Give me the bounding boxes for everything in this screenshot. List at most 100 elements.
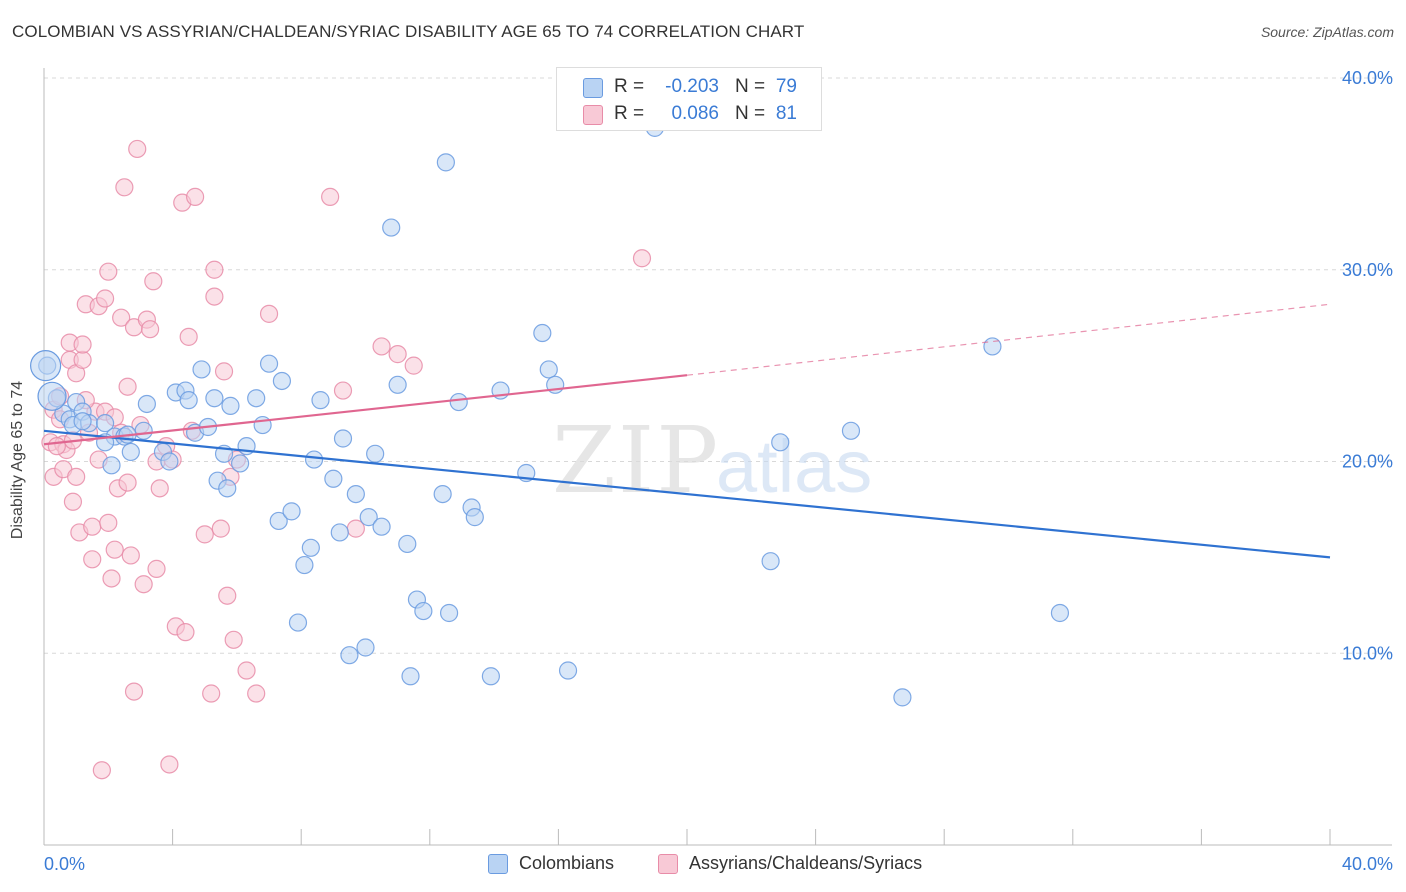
assyrians-point-69 [247,684,266,703]
colombians-point-59 [439,603,459,623]
assyrians-point-57 [186,187,205,206]
stats-swatch-colombians [583,78,603,98]
assyrians-point-24 [92,761,111,780]
assyrians-point-78 [47,437,66,456]
assyrians-point-12 [67,467,86,486]
colombians-point-40 [304,450,324,469]
colombians-point-14 [134,421,153,440]
colombians-point-41 [311,391,330,410]
watermark-zip: ZIP [552,407,720,514]
colombians-point-63 [481,667,500,686]
stats-r-value: -0.203 [665,76,719,97]
assyrians-point-60 [205,260,224,279]
colombians-point-52 [388,375,407,394]
chart-title: COLOMBIAN VS ASSYRIAN/CHALDEAN/SYRIAC DI… [12,22,805,41]
x-tick-label-max: 40.0% [1342,854,1393,874]
colombians-point-53 [398,534,417,554]
colombians-point-60 [449,392,468,412]
colombians-point-35 [269,511,288,531]
colombians-point-66 [533,323,552,343]
colombians-point-47 [356,638,375,657]
assyrians-point-16 [73,335,92,354]
assyrians-point-71 [321,187,340,206]
assyrians-point-68 [237,661,256,680]
colombians-point-33 [259,354,279,373]
y-axis-label: Disability Age 65 to 74 [9,380,26,540]
stats-box: R = -0.203 N = 79 R = 0.086 N = 81 [556,67,822,131]
assyrians-point-20 [83,550,102,569]
assyrians-point-70 [259,304,279,323]
assyrians-point-72 [333,381,353,400]
colombians-point-13 [121,442,140,462]
assyrians-point-45 [144,272,163,291]
colombians-point-43 [330,523,349,542]
assyrians-trend-extension [686,303,1331,376]
colombians-point-28 [221,396,240,415]
y-tick-label-2: 30.0% [1342,260,1393,280]
colombians-point-29 [231,454,250,473]
colombians-point-69 [558,661,578,680]
colombians-point-74 [893,688,912,707]
stats-n-value: 81 [775,103,797,124]
colombians-point-50 [372,517,391,536]
colombians-point-72 [771,433,790,452]
stats-n-label: N = [735,76,766,97]
colombians-point-62 [465,508,484,527]
colombians-point-36 [282,502,301,521]
colombians-point-37 [288,613,308,632]
colombians-point-34 [272,371,292,391]
stats-row-colombians: R = -0.203 N = 79 [557,75,821,101]
legend-swatch-colombians [488,854,508,874]
assyrians-point-19 [83,517,102,536]
assyrians-point-32 [112,308,131,327]
stats-r-label: R = [614,76,645,97]
colombians-point-76 [1050,603,1070,623]
stats-swatch-assyrians [583,105,603,125]
stats-row-assyrians: R = 0.086 N = 81 [557,102,821,128]
x-tick-label-min: 0.0% [44,854,85,874]
x-tick-labels: 0.0% 40.0% [44,854,1393,874]
assyrians-point-10 [63,492,83,511]
assyrians-point-63 [214,362,234,381]
colombians-point-39 [301,538,320,557]
assyrians-point-50 [160,755,179,774]
assyrians-point-37 [121,546,140,565]
y-tick-label-1: 20.0% [1342,452,1393,472]
legend: Colombians Assyrians/Chaldeans/Syriacs [0,852,1406,878]
assyrians-point-34 [115,178,134,197]
colombians-point-48 [359,508,378,527]
grid-lines [44,77,1392,654]
stats-r-label: R = [614,103,645,124]
legend-label-assyrians: Assyrians/Chaldeans/Syriacs [689,853,923,873]
colombians-point-38 [295,555,314,575]
assyrians-point-42 [134,575,153,594]
colombians-point-31 [247,389,266,408]
assyrians-point-75 [388,345,407,364]
colombians-point-46 [346,484,365,504]
assyrians-point-44 [140,320,160,339]
stats-r-value: 0.086 [671,103,719,124]
assyrians-point-40 [128,139,147,159]
assyrians-point-66 [224,630,243,649]
watermark-atlas: atlas [716,425,872,508]
assyrians-point-58 [195,525,214,544]
axes [43,68,1392,846]
watermark: ZIP atlas [552,407,872,514]
colombians-point-51 [382,218,401,237]
assyrians-point-77 [632,249,652,268]
colombians-point-57 [433,484,452,504]
assyrians-point-74 [372,337,391,356]
colombians-point-11 [102,456,121,475]
assyrians-point-48 [150,479,169,498]
colombians-point-17 [160,452,179,471]
assyrians-point-26 [95,289,115,308]
colombians-point-56 [414,601,433,621]
legend-swatch-assyrians [658,854,678,874]
colombians-point-22 [192,360,211,379]
trend-lines [43,303,1331,559]
assyrians-point-80 [99,513,118,532]
colombians-point-42 [324,469,343,488]
colombians-point-44 [333,429,353,448]
source-label: Source: ZipAtlas.com [1260,24,1394,40]
